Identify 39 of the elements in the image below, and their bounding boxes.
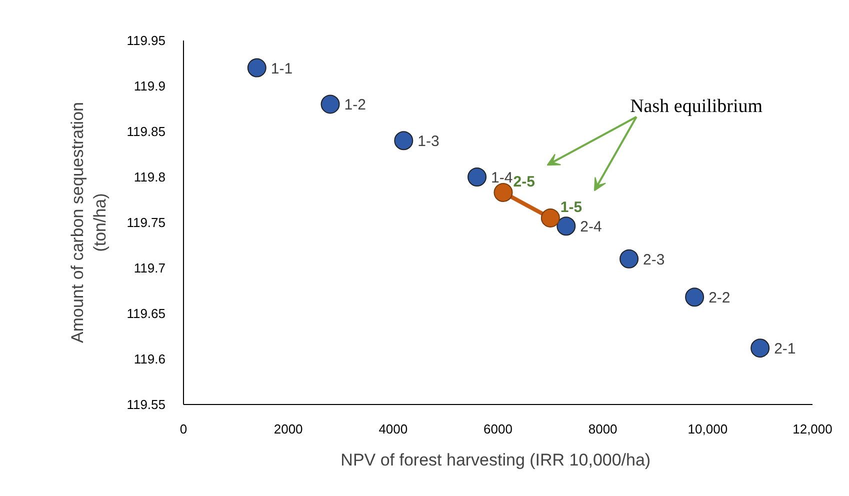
y-tick-label: 119.65 [126,306,166,321]
x-tick-label: 12,000 [792,422,832,436]
annotation: Nash equilibrium [630,96,763,117]
x-tick-label: 2000 [274,422,303,436]
y-tick-label: 119.75 [126,215,166,230]
point [468,168,487,186]
y-tick-label: 119.85 [126,124,166,139]
x-tick-label: 4000 [378,422,408,436]
data-label: 1-4 [491,170,513,186]
y-tick-label: 119.8 [134,170,166,184]
data-label: 1-5 [560,198,582,216]
y-tick-label: 119.7 [134,260,166,276]
data-label: 2-4 [580,218,602,236]
point [247,58,266,78]
point [620,249,639,268]
data-label: 2-3 [643,251,665,268]
y-tick-label: 119.95 [126,33,166,48]
point [540,208,560,228]
y-tick-label: 119.9 [134,78,166,94]
point [556,216,576,236]
point [320,94,340,114]
data-label: 1-3 [418,133,440,150]
x-axis-title: NPV of forest harvesting (IRR 10,000/ha) [340,450,651,470]
x-tick-label: 6000 [484,422,512,436]
x-tick-label: 0 [180,422,188,436]
data-label: 2-1 [774,340,796,358]
y-tick-label: 119.55 [126,397,166,412]
data-label: 2-2 [708,290,730,307]
data-label: 1-2 [344,96,366,114]
point [494,182,513,202]
point [685,288,704,307]
y-tick-label: 119.6 [134,352,166,366]
point [394,131,414,150]
y-axis-title: Amount of carbon sequestration (ton/ha) [68,102,110,343]
x-tick-label: 8000 [588,422,618,436]
data-label: 2-5 [513,173,535,190]
point [750,338,770,358]
x-tick-label: 10,000 [688,422,728,436]
data-label: 1-1 [270,60,293,78]
